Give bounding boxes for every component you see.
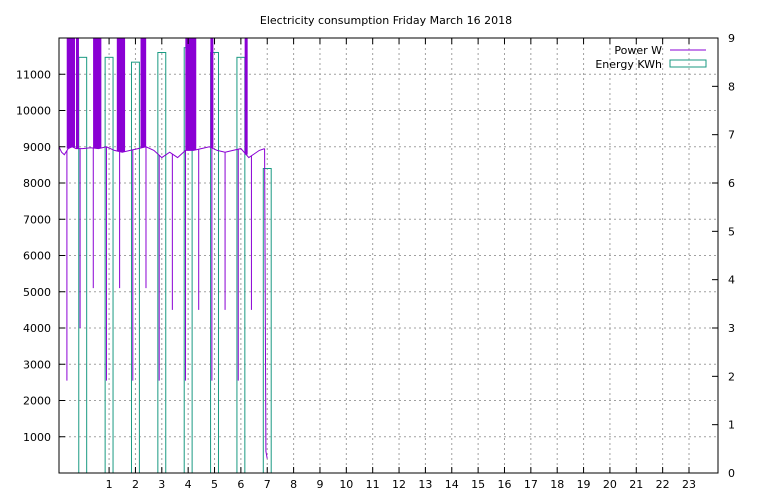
legend-label-energy: Energy KWh	[595, 58, 662, 71]
x-tick-label: 11	[366, 478, 380, 491]
chart-title: Electricity consumption Friday March 16 …	[260, 14, 512, 27]
power-spike	[140, 38, 144, 148]
y-left-tick-label: 3000	[23, 358, 51, 371]
x-axis: 1 2 3 4 5 6 7 8 9 10 11 12 13 14 15 16 17 18 19 20 21 22 23	[106, 38, 696, 491]
x-tick-label: 9	[316, 478, 323, 491]
y-right-tick-label: 3	[728, 322, 735, 335]
y-left-tick-label: 4000	[23, 322, 51, 335]
y-right-tick-label: 9	[728, 32, 735, 45]
x-tick-label: 18	[550, 478, 564, 491]
legend-label-power: Power W	[614, 44, 662, 57]
power-spike	[187, 38, 191, 151]
energy-series	[78, 47, 272, 474]
x-tick-label: 23	[682, 478, 696, 491]
y-right-tick-label: 6	[728, 177, 735, 190]
y-left-tick-label: 1000	[23, 431, 51, 444]
x-tick-label: 1	[106, 478, 113, 491]
power-spike	[93, 38, 97, 149]
y-right-tick-label: 4	[728, 274, 735, 287]
x-tick-label: 22	[656, 478, 670, 491]
x-tick-label: 20	[603, 478, 617, 491]
x-tick-label: 3	[158, 478, 165, 491]
y-right-tick-label: 5	[728, 225, 735, 238]
power-spike	[98, 38, 102, 149]
x-tick-label: 5	[211, 478, 218, 491]
power-tail	[264, 148, 268, 459]
x-tick-label: 15	[471, 478, 485, 491]
power-series	[58, 38, 268, 459]
power-spike	[185, 38, 189, 151]
power-baseline	[58, 146, 265, 159]
y-right-tick-label: 8	[728, 80, 735, 93]
y-left-tick-label: 10000	[16, 105, 51, 118]
y-right-tick-label: 2	[728, 370, 735, 383]
power-spike	[119, 38, 123, 152]
y-left-tick-label: 11000	[16, 68, 51, 81]
power-spike	[193, 38, 197, 151]
x-tick-label: 13	[418, 478, 432, 491]
y-left-tick-label: 6000	[23, 250, 51, 263]
x-tick-label: 8	[290, 478, 297, 491]
y-left-tick-label: 8000	[23, 177, 51, 190]
x-tick-label: 14	[445, 478, 459, 491]
power-spike	[210, 38, 214, 148]
power-spike	[244, 38, 248, 155]
x-tick-label: 7	[264, 478, 271, 491]
power-spike	[143, 38, 147, 148]
y-axis-right: 0 1 2 3 4 5 6 7 8 9	[712, 32, 735, 480]
y-left-tick-label: 2000	[23, 395, 51, 408]
x-tick-label: 17	[524, 478, 538, 491]
y-left-tick-label: 7000	[23, 213, 51, 226]
power-spike	[66, 38, 70, 149]
power-spike	[69, 38, 73, 148]
legend: Power W Energy KWh	[595, 44, 707, 71]
power-spike	[116, 38, 120, 152]
y-right-tick-label: 0	[728, 467, 735, 480]
x-tick-label: 6	[237, 478, 244, 491]
y-right-tick-label: 1	[728, 419, 735, 432]
y-right-tick-label: 7	[728, 129, 735, 142]
power-spike	[190, 38, 194, 151]
x-tick-label: 12	[392, 478, 406, 491]
power-spike	[95, 38, 99, 149]
x-tick-label: 21	[629, 478, 643, 491]
x-tick-label: 10	[339, 478, 353, 491]
y-axis-left: 1000 2000 3000 4000 5000 6000 7000 8000 9000 1000…	[16, 68, 65, 444]
x-tick-label: 19	[577, 478, 591, 491]
x-tick-label: 4	[185, 478, 192, 491]
x-tick-label: 2	[132, 478, 139, 491]
y-left-tick-label: 5000	[23, 286, 51, 299]
y-left-tick-label: 9000	[23, 141, 51, 154]
power-spike	[122, 38, 126, 152]
x-tick-label: 16	[497, 478, 511, 491]
power-spike	[75, 38, 79, 149]
legend-swatch-energy	[669, 59, 707, 68]
power-spike	[71, 38, 75, 148]
